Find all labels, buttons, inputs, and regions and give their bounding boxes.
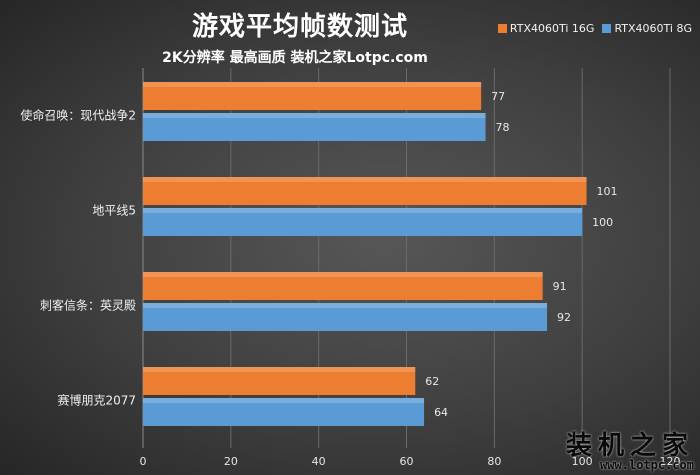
legend-entry-8g: RTX4060Ti 8G bbox=[602, 22, 692, 35]
chart-subtitle: 2K分辨率 最高画质 装机之家Lotpc.com bbox=[162, 50, 428, 66]
x-tick-label-0: 0 bbox=[140, 455, 147, 468]
bar-highlight bbox=[143, 272, 543, 277]
bar-highlight bbox=[143, 177, 587, 182]
legend-entry-16g: RTX4060Ti 16G bbox=[497, 22, 595, 35]
legend-swatch-16g bbox=[497, 24, 507, 33]
data-label: 78 bbox=[496, 121, 510, 134]
bar-highlight bbox=[143, 367, 416, 372]
data-label: 100 bbox=[592, 216, 613, 229]
x-tick-label-40: 40 bbox=[312, 455, 326, 468]
category-label: 刺客信条：英灵殿 bbox=[40, 298, 136, 313]
x-tick-label-120: 120 bbox=[660, 455, 681, 468]
data-label: 92 bbox=[557, 311, 571, 324]
bar-16g bbox=[143, 82, 482, 110]
x-tick-label-20: 20 bbox=[224, 455, 238, 468]
x-tick-label-100: 100 bbox=[572, 455, 593, 468]
data-label: 64 bbox=[434, 406, 448, 419]
chart-title: 游戏平均帧数测试 bbox=[191, 12, 408, 42]
category-label: 地平线5 bbox=[92, 204, 136, 218]
bar-16g bbox=[143, 367, 416, 395]
data-label: 101 bbox=[597, 185, 618, 198]
bar-highlight bbox=[143, 398, 425, 403]
category-label: 赛博朋克2077 bbox=[57, 393, 136, 408]
bar-8g bbox=[143, 303, 548, 331]
category-label: 使命召唤：现代战争2 bbox=[20, 108, 136, 123]
watermark: 装机之家 www.lotpc.com bbox=[566, 433, 694, 471]
legend-label-16g: RTX4060Ti 16G bbox=[509, 22, 595, 35]
bar-highlight bbox=[143, 303, 548, 308]
watermark-url: www.lotpc.com bbox=[600, 458, 694, 472]
bar-16g bbox=[143, 272, 543, 300]
bar-16g bbox=[143, 177, 587, 205]
bar-8g bbox=[143, 113, 486, 141]
bar-highlight bbox=[143, 208, 583, 213]
bar-8g bbox=[143, 208, 583, 236]
watermark-text: 装机之家 bbox=[565, 431, 694, 461]
data-label: 91 bbox=[553, 280, 567, 293]
x-tick-label-80: 80 bbox=[487, 455, 501, 468]
legend-swatch-8g bbox=[602, 24, 612, 33]
data-label: 77 bbox=[491, 90, 505, 103]
legend-label-8g: RTX4060Ti 8G bbox=[614, 22, 692, 35]
legend: RTX4060Ti 16G RTX4060Ti 8G bbox=[497, 22, 692, 35]
bar-highlight bbox=[143, 82, 482, 87]
x-tick-label-60: 60 bbox=[400, 455, 414, 468]
data-label: 62 bbox=[425, 375, 439, 388]
bar-highlight bbox=[143, 113, 486, 118]
bar-8g bbox=[143, 398, 425, 426]
